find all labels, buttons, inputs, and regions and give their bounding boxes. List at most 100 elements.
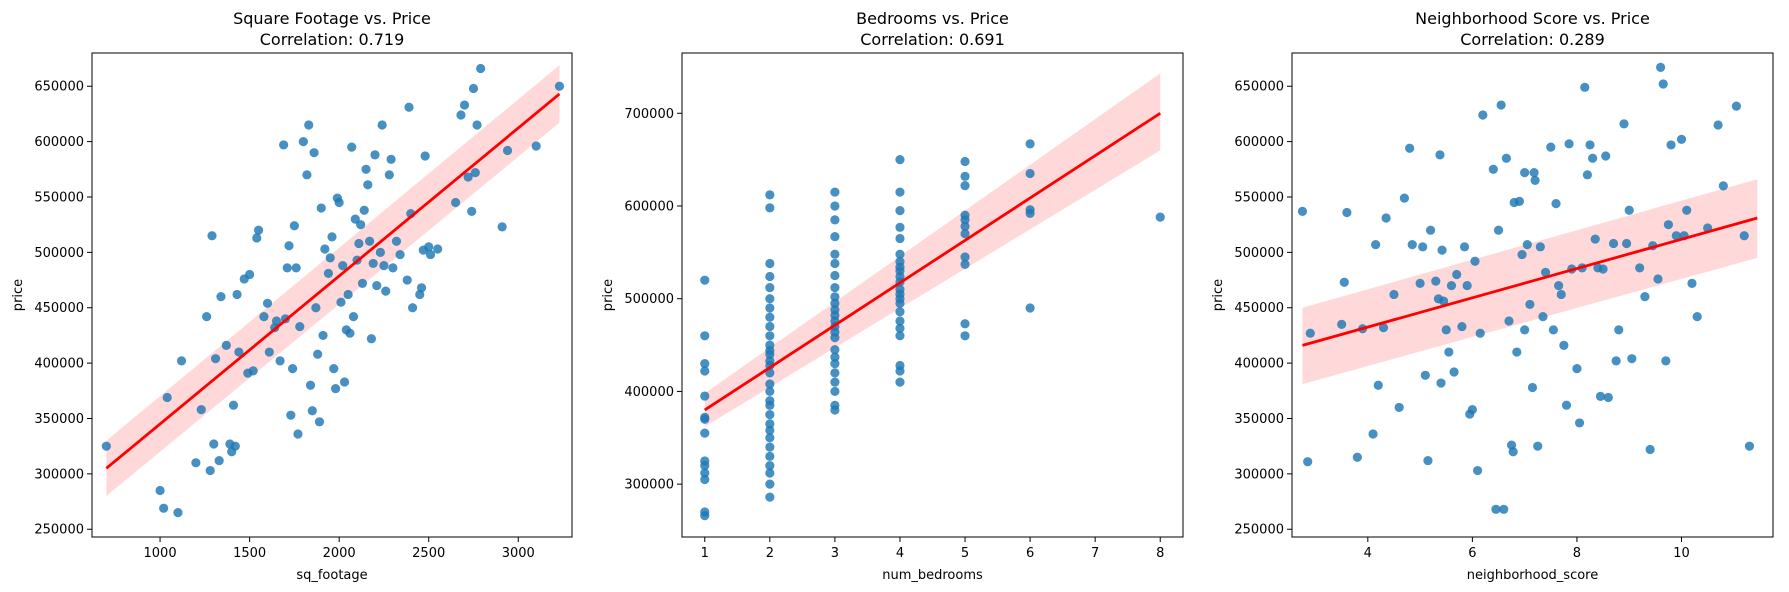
data-point [895, 307, 905, 317]
data-point [830, 231, 840, 242]
data-point [1025, 303, 1035, 313]
x-tick-label: 4 [896, 546, 904, 561]
data-point [554, 81, 565, 91]
data-point [298, 137, 308, 147]
data-point [765, 492, 775, 502]
data-point [960, 180, 970, 191]
data-point [1666, 140, 1676, 150]
regression-line [704, 112, 1161, 412]
data-point [1512, 347, 1522, 357]
data-point [1580, 82, 1590, 92]
data-point [1564, 139, 1574, 149]
data-point [1574, 418, 1585, 428]
data-point [1671, 231, 1681, 241]
data-point [155, 485, 165, 496]
data-point [765, 321, 775, 332]
data-point [1368, 429, 1378, 439]
data-point [765, 349, 775, 359]
data-point [895, 187, 905, 197]
data-point [765, 271, 775, 282]
y-tick-label: 250000 [1234, 523, 1284, 538]
x-tick-label: 8 [1156, 546, 1164, 561]
data-point [305, 380, 316, 390]
data-point [424, 242, 434, 252]
data-point [1504, 316, 1514, 326]
data-point [1431, 276, 1441, 286]
data-point [1640, 292, 1650, 302]
data-point [356, 220, 366, 230]
data-point [700, 474, 710, 485]
data-point [1449, 367, 1459, 377]
data-point [1339, 277, 1349, 287]
data-point [1488, 164, 1498, 174]
data-point [343, 289, 353, 300]
y-tick-label: 650000 [34, 80, 84, 95]
chart-title: Square Footage vs. Price [233, 9, 431, 28]
data-point [765, 303, 775, 313]
data-point [1658, 79, 1668, 89]
data-point [388, 263, 398, 273]
data-point [210, 354, 221, 364]
data-point [1731, 101, 1742, 111]
data-point [1352, 452, 1362, 462]
data-point [191, 458, 201, 468]
data-point [463, 172, 473, 182]
data-point [895, 155, 905, 165]
data-point [275, 356, 285, 366]
data-point [1559, 340, 1569, 350]
data-point [765, 433, 775, 443]
data-point [207, 231, 217, 241]
y-tick-label: 300000 [1234, 467, 1284, 482]
data-point [1496, 100, 1506, 110]
data-point [338, 261, 348, 271]
data-point [765, 419, 775, 429]
data-point [173, 508, 183, 518]
data-point [248, 366, 258, 376]
data-point [1619, 119, 1629, 129]
data-point [765, 258, 775, 269]
data-point [830, 258, 840, 269]
data-point [1661, 356, 1671, 366]
data-point [765, 203, 775, 213]
data-point [1676, 134, 1687, 144]
y-tick-label: 650000 [1234, 80, 1284, 95]
data-point [1572, 364, 1582, 374]
data-point [830, 333, 840, 343]
y-axis-label: price [601, 279, 616, 311]
x-tick-label: 5 [961, 546, 969, 561]
data-point [325, 253, 335, 263]
data-point [830, 249, 840, 259]
data-point [309, 148, 319, 158]
data-point [1514, 196, 1525, 207]
data-point [895, 331, 905, 341]
data-point [765, 410, 775, 420]
data-point [1525, 299, 1535, 310]
data-point [313, 349, 323, 359]
data-point [363, 180, 373, 190]
data-point [420, 151, 430, 161]
data-point [830, 368, 840, 378]
y-tick-label: 300000 [624, 478, 674, 493]
data-point [700, 461, 710, 471]
data-point [1595, 391, 1606, 401]
data-point [1718, 181, 1728, 191]
data-point [830, 201, 840, 211]
data-point [377, 120, 387, 130]
data-point [1155, 212, 1165, 222]
data-point [1535, 242, 1545, 252]
data-point [1418, 242, 1428, 252]
data-point [1645, 444, 1655, 455]
data-point [293, 429, 303, 439]
data-point [1529, 168, 1539, 178]
x-axis-label: sq_footage [296, 568, 367, 583]
data-point [311, 303, 321, 313]
data-point [1452, 269, 1462, 280]
data-point [1423, 455, 1433, 466]
data-point [289, 221, 299, 231]
chart-subtitle: Correlation: 0.719 [260, 30, 405, 49]
data-point [287, 364, 298, 374]
data-point [354, 238, 364, 249]
data-point [366, 334, 377, 344]
chart-subtitle: Correlation: 0.691 [860, 30, 1005, 49]
data-point [1373, 380, 1383, 390]
